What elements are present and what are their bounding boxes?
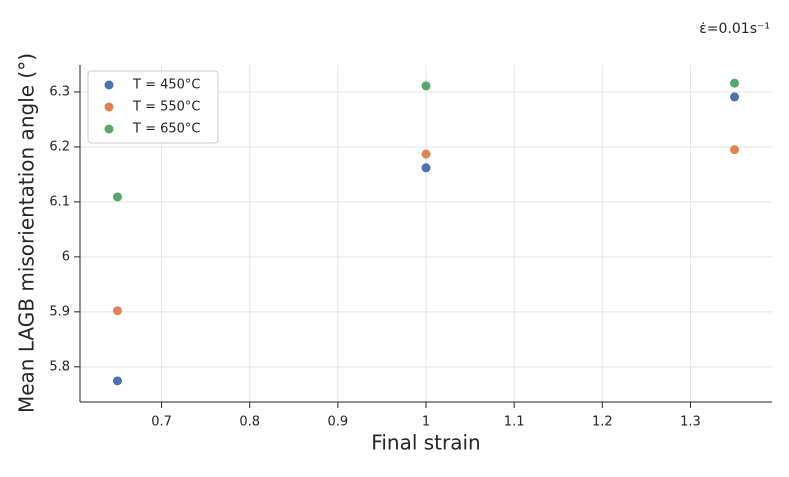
point (421, 163, 431, 173)
point (112, 192, 122, 202)
y-tick-label: 6.2 (49, 139, 70, 154)
y-tick-label: 6.3 (49, 84, 70, 99)
x-tick-label: 0.8 (239, 415, 260, 430)
y-tick-label: 5.9 (49, 304, 70, 319)
point (112, 306, 122, 316)
point (730, 145, 740, 155)
x-tick-label: 1 (422, 415, 430, 430)
legend-marker (104, 80, 114, 90)
point (421, 81, 431, 91)
point (112, 376, 122, 386)
point (730, 92, 740, 102)
legend-marker (104, 124, 114, 134)
point (421, 149, 431, 159)
legend-label: T = 450°C (132, 78, 201, 93)
annotation: ε̇=0.01s⁻¹ (699, 21, 770, 37)
y-axis-label: Mean LAGB misorientation angle (°) (15, 53, 39, 413)
x-tick-label: 0.9 (328, 415, 349, 430)
x-tick-label: 1.2 (592, 415, 613, 430)
y-tick-label: 5.8 (49, 359, 70, 374)
legend-label: T = 550°C (132, 100, 201, 115)
x-tick-label: 1.1 (504, 415, 525, 430)
legend-label: T = 650°C (132, 122, 201, 137)
x-tick-label: 0.7 (151, 415, 172, 430)
legend-marker (104, 102, 114, 112)
y-tick-label: 6 (62, 249, 70, 264)
x-axis-label: Final strain (371, 431, 480, 455)
point (730, 78, 740, 88)
y-tick-label: 6.1 (49, 194, 70, 209)
x-tick-label: 1.3 (680, 415, 701, 430)
legend-box (87, 70, 219, 144)
